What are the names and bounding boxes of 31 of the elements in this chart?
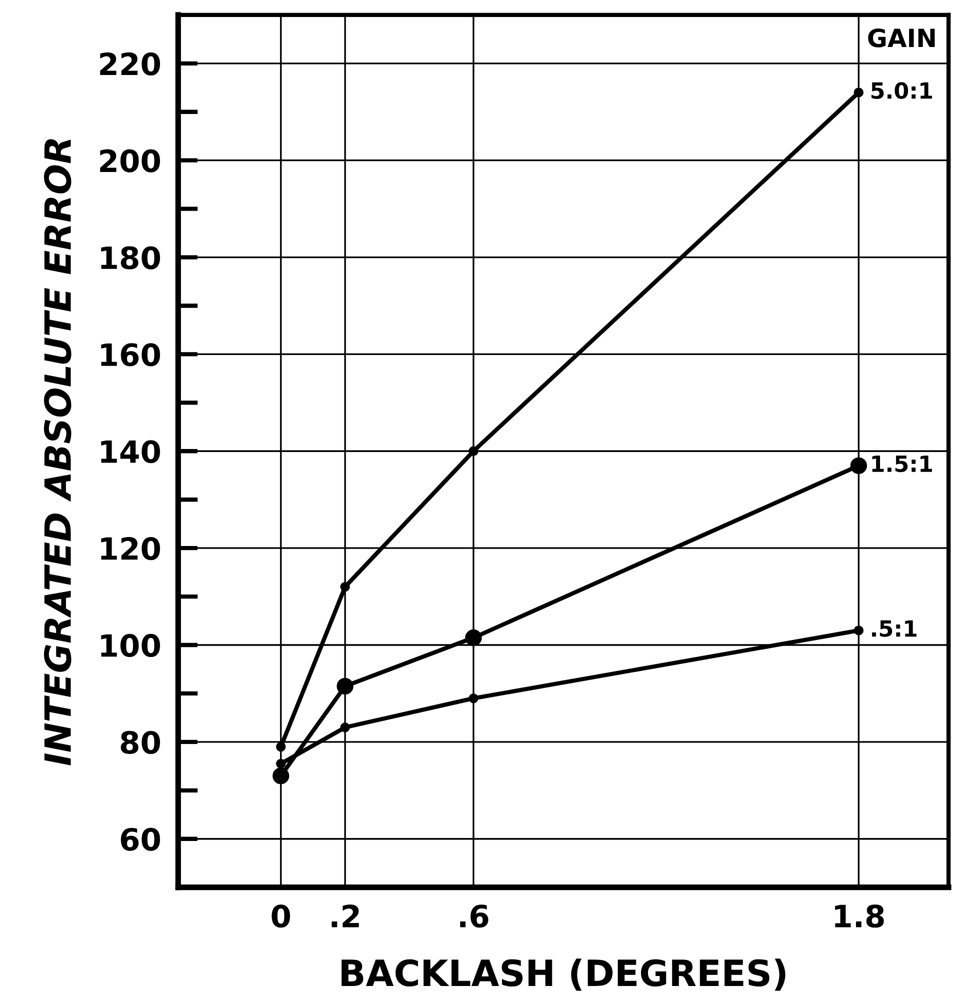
- y-tick-label: 60: [120, 828, 160, 851]
- y-tick-label: 180: [101, 246, 160, 270]
- point: [276, 742, 286, 752]
- series-label: .5:1: [872, 620, 917, 637]
- series-label: 1.5:1: [872, 456, 932, 472]
- y-tick-label: 100: [101, 634, 160, 658]
- x-tick-label: .2: [332, 904, 359, 928]
- point: [340, 582, 350, 592]
- x-tick-label: .6: [460, 904, 488, 928]
- series-label: 5.0:1: [872, 82, 932, 99]
- x-axis-title: BACKLASH (DEGREES): [342, 958, 786, 991]
- point: [465, 629, 482, 646]
- point: [854, 626, 864, 636]
- point: [272, 768, 290, 784]
- point: [340, 722, 350, 732]
- point: [468, 693, 478, 704]
- y-tick-label: 80: [120, 730, 160, 754]
- x-tick-label: 1.8: [835, 904, 884, 928]
- point: [850, 457, 868, 474]
- legend-title: GAIN: [868, 28, 935, 48]
- y-tick-label: 160: [101, 343, 160, 366]
- y-axis-title: INTEGRATED ABSOLUTE ERROR: [44, 139, 72, 766]
- y-tick-label: 140: [101, 440, 160, 464]
- point: [854, 88, 864, 98]
- y-tick-label: 220: [100, 52, 160, 76]
- point: [276, 758, 286, 769]
- point: [336, 678, 354, 695]
- x-tick-label: 0: [272, 904, 290, 928]
- y-tick-label: 120: [101, 537, 160, 560]
- point: [468, 446, 478, 456]
- y-tick-label: 200: [100, 149, 160, 172]
